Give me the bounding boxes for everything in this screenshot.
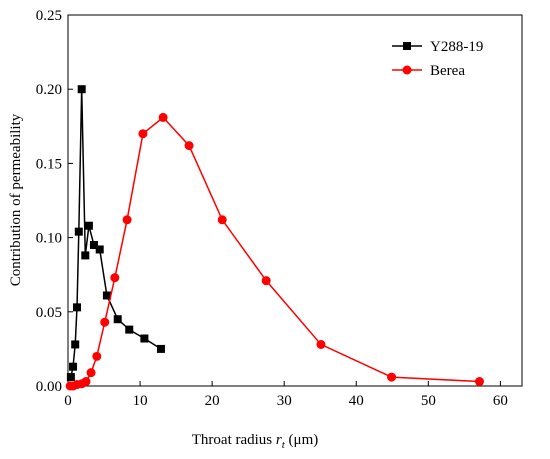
data-point bbox=[84, 221, 93, 230]
data-point bbox=[261, 276, 271, 286]
series-line bbox=[70, 89, 162, 378]
data-point bbox=[217, 215, 227, 225]
data-point bbox=[113, 315, 122, 324]
legend-label: Berea bbox=[430, 63, 465, 79]
x-label-text: Throat radius bbox=[192, 432, 276, 448]
x-tick-label: 50 bbox=[421, 393, 436, 409]
y-tick-label: 0.05 bbox=[36, 305, 62, 321]
y-axis-label: Contribution of permeability bbox=[8, 113, 24, 286]
y-tick-label: 0.15 bbox=[36, 156, 62, 172]
x-tick-label: 30 bbox=[277, 393, 292, 409]
data-point bbox=[474, 377, 484, 387]
data-point bbox=[100, 317, 110, 327]
data-point bbox=[140, 334, 149, 343]
data-point bbox=[316, 339, 326, 349]
x-label-sub: t bbox=[282, 439, 286, 451]
data-point bbox=[69, 362, 78, 371]
legend-marker bbox=[402, 65, 412, 75]
data-point bbox=[102, 291, 111, 300]
data-point bbox=[81, 377, 91, 387]
legend-label: Y288-19 bbox=[430, 39, 483, 55]
data-point bbox=[156, 344, 165, 353]
plot-frame bbox=[67, 14, 523, 387]
data-point bbox=[125, 325, 134, 334]
data-point bbox=[92, 351, 102, 361]
y-tick-label: 0.20 bbox=[36, 82, 62, 98]
data-point bbox=[81, 251, 90, 260]
data-point bbox=[74, 227, 83, 236]
x-tick-label: 20 bbox=[205, 393, 220, 409]
data-point bbox=[158, 112, 168, 122]
x-tick-label: 40 bbox=[349, 393, 364, 409]
x-tick-label: 0 bbox=[64, 393, 72, 409]
data-point bbox=[73, 303, 82, 312]
data-point bbox=[95, 245, 104, 254]
y-tick-label: 0.00 bbox=[36, 379, 62, 395]
x-tick-label: 60 bbox=[493, 393, 508, 409]
data-point bbox=[138, 129, 148, 139]
data-point bbox=[66, 373, 75, 382]
data-point bbox=[71, 340, 80, 349]
series-line bbox=[70, 116, 480, 387]
y-tick-label: 0.25 bbox=[36, 8, 62, 24]
x-tick-label: 10 bbox=[133, 393, 148, 409]
data-point bbox=[184, 141, 194, 151]
data-point bbox=[77, 85, 86, 94]
x-axis-label: Throat radius rt (μm) bbox=[192, 432, 319, 451]
y-tick-label: 0.10 bbox=[36, 231, 62, 247]
data-point bbox=[110, 273, 120, 283]
x-label-var: r bbox=[276, 432, 282, 448]
data-point bbox=[387, 372, 397, 382]
data-point bbox=[86, 368, 96, 378]
x-label-unit: (μm) bbox=[285, 432, 318, 448]
data-point bbox=[89, 241, 98, 250]
legend-marker bbox=[403, 42, 411, 50]
data-point bbox=[122, 215, 132, 225]
